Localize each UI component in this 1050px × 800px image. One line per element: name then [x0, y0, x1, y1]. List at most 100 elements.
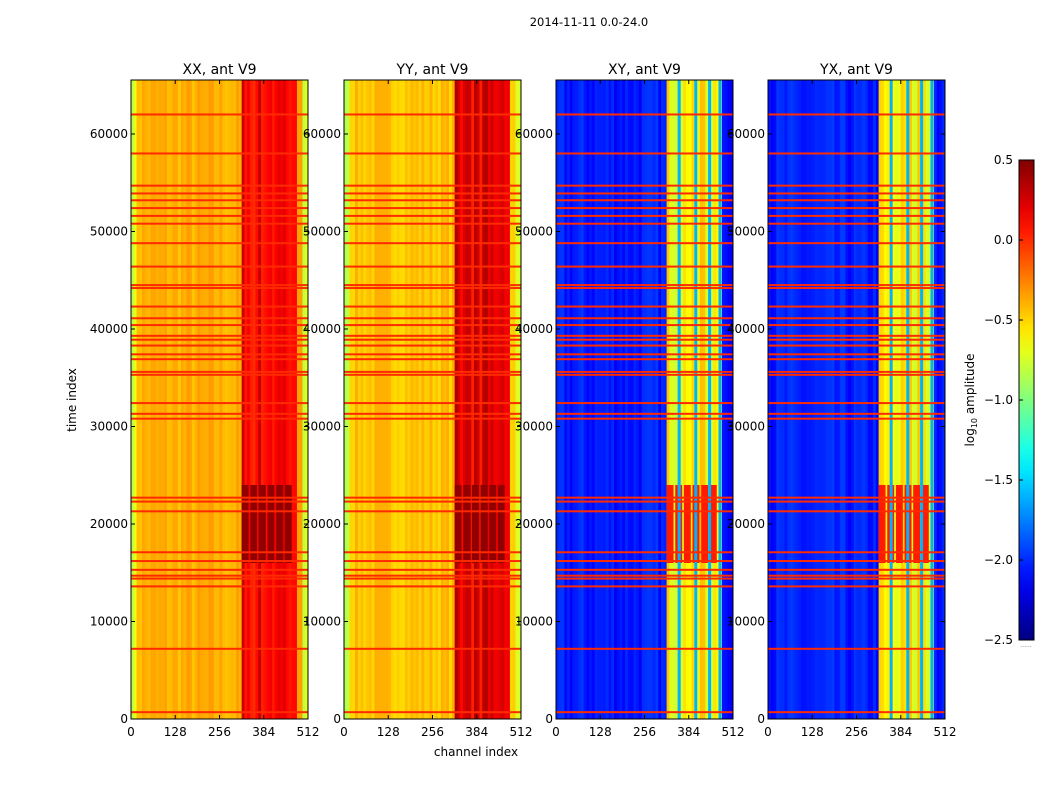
heatmap-column — [294, 80, 298, 719]
heatmap-column — [147, 80, 151, 719]
heatmap-column — [790, 80, 794, 719]
heatmap-column — [556, 80, 560, 719]
heatmap-column — [886, 80, 891, 719]
heatmap-column — [166, 80, 171, 719]
heatmap-column — [451, 80, 456, 719]
heatmap-column — [781, 80, 786, 719]
heatmap-column — [349, 80, 353, 719]
heatmap-column — [396, 80, 400, 719]
heatmap-column — [688, 80, 693, 719]
flagged-row — [344, 500, 521, 503]
heatmap-column — [773, 80, 777, 719]
flagged-row — [131, 184, 308, 187]
flagged-row — [768, 560, 945, 563]
flagged-row — [768, 184, 945, 187]
heatmap-column — [438, 80, 442, 719]
flagged-row — [768, 370, 945, 373]
heatmap-column — [806, 80, 810, 719]
heatmap-column — [393, 80, 398, 719]
flagged-row — [768, 417, 945, 420]
flagged-row — [131, 711, 308, 714]
heatmap-column — [446, 80, 450, 719]
heatmap-column — [564, 80, 568, 719]
y-tick-label: 60000 — [515, 127, 553, 141]
flagged-row — [344, 344, 521, 347]
heatmap-column — [402, 80, 406, 719]
heatmap-column — [691, 80, 695, 719]
heatmap-column — [655, 80, 659, 719]
flagged-row — [556, 496, 733, 499]
y-tick-label: 20000 — [303, 517, 341, 531]
heatmap-column — [241, 80, 245, 719]
flagged-row — [556, 412, 733, 415]
heatmap-column — [155, 80, 160, 719]
y-tick-label: 60000 — [90, 127, 128, 141]
heatmap-hot-block — [250, 484, 258, 563]
flagged-row — [344, 510, 521, 513]
heatmap-column — [142, 80, 146, 719]
heatmap-column — [680, 80, 684, 719]
heatmap-column — [443, 80, 447, 719]
heatmap-column — [462, 80, 467, 719]
heatmap-column — [875, 80, 880, 719]
heatmap-column — [501, 80, 505, 719]
heatmap-gap-column — [920, 80, 924, 719]
y-tick-label: 10000 — [303, 614, 341, 628]
heatmap-column — [561, 80, 565, 719]
flagged-row — [131, 324, 308, 327]
x-tick-label: 512 — [297, 725, 320, 739]
heatmap-column — [180, 80, 185, 719]
heatmap-column — [172, 80, 176, 719]
heatmap-column — [346, 80, 351, 719]
heatmap-hot-block — [276, 484, 284, 563]
heatmap-column — [881, 80, 885, 719]
heatmap-column — [432, 80, 436, 719]
heatmap-column — [194, 80, 198, 719]
flagged-row — [556, 184, 733, 187]
flagged-row — [768, 353, 945, 356]
heatmap-column — [798, 80, 802, 719]
heatmap-column — [429, 80, 433, 719]
flagged-row — [768, 265, 945, 268]
x-tick-label: 0 — [764, 725, 772, 739]
heatmap-column — [903, 80, 907, 719]
heatmap-column — [391, 80, 395, 719]
x-tick-label: 128 — [377, 725, 400, 739]
heatmap-column — [727, 80, 731, 719]
flagged-row — [556, 417, 733, 420]
heatmap-column — [672, 80, 676, 719]
colorbar-label: log10 amplitude — [963, 354, 979, 447]
flagged-row — [344, 496, 521, 499]
y-tick-label: 50000 — [303, 224, 341, 238]
flagged-row — [556, 370, 733, 373]
flagged-row — [131, 647, 308, 650]
flagged-row — [768, 373, 945, 376]
heatmap-column — [594, 80, 598, 719]
heatmap-column — [189, 80, 193, 719]
flagged-row — [131, 353, 308, 356]
y-tick-label: 10000 — [727, 614, 765, 628]
flagged-row — [556, 551, 733, 554]
y-tick-label: 0 — [120, 712, 128, 726]
heatmap-column — [460, 80, 464, 719]
heatmap-column — [558, 80, 563, 719]
flagged-row — [768, 358, 945, 361]
flagged-row — [344, 417, 521, 420]
heatmap-hot-block — [666, 484, 674, 563]
flagged-row — [344, 577, 521, 580]
flagged-row — [131, 338, 308, 341]
heatmap-column — [705, 80, 709, 719]
heatmap-column — [936, 80, 940, 719]
colorbar-tick-label: 0.0 — [994, 233, 1013, 247]
flagged-row — [344, 113, 521, 116]
heatmap-column — [666, 80, 670, 719]
heatmap-column — [272, 80, 276, 719]
heatmap-column — [859, 80, 863, 719]
y-tick-label: 50000 — [727, 224, 765, 238]
x-tick-label: 128 — [589, 725, 612, 739]
flagged-row — [768, 192, 945, 195]
heatmap-column — [614, 80, 618, 719]
flagged-row — [768, 344, 945, 347]
heatmap-column — [385, 80, 389, 719]
heatmap-column — [407, 80, 411, 719]
